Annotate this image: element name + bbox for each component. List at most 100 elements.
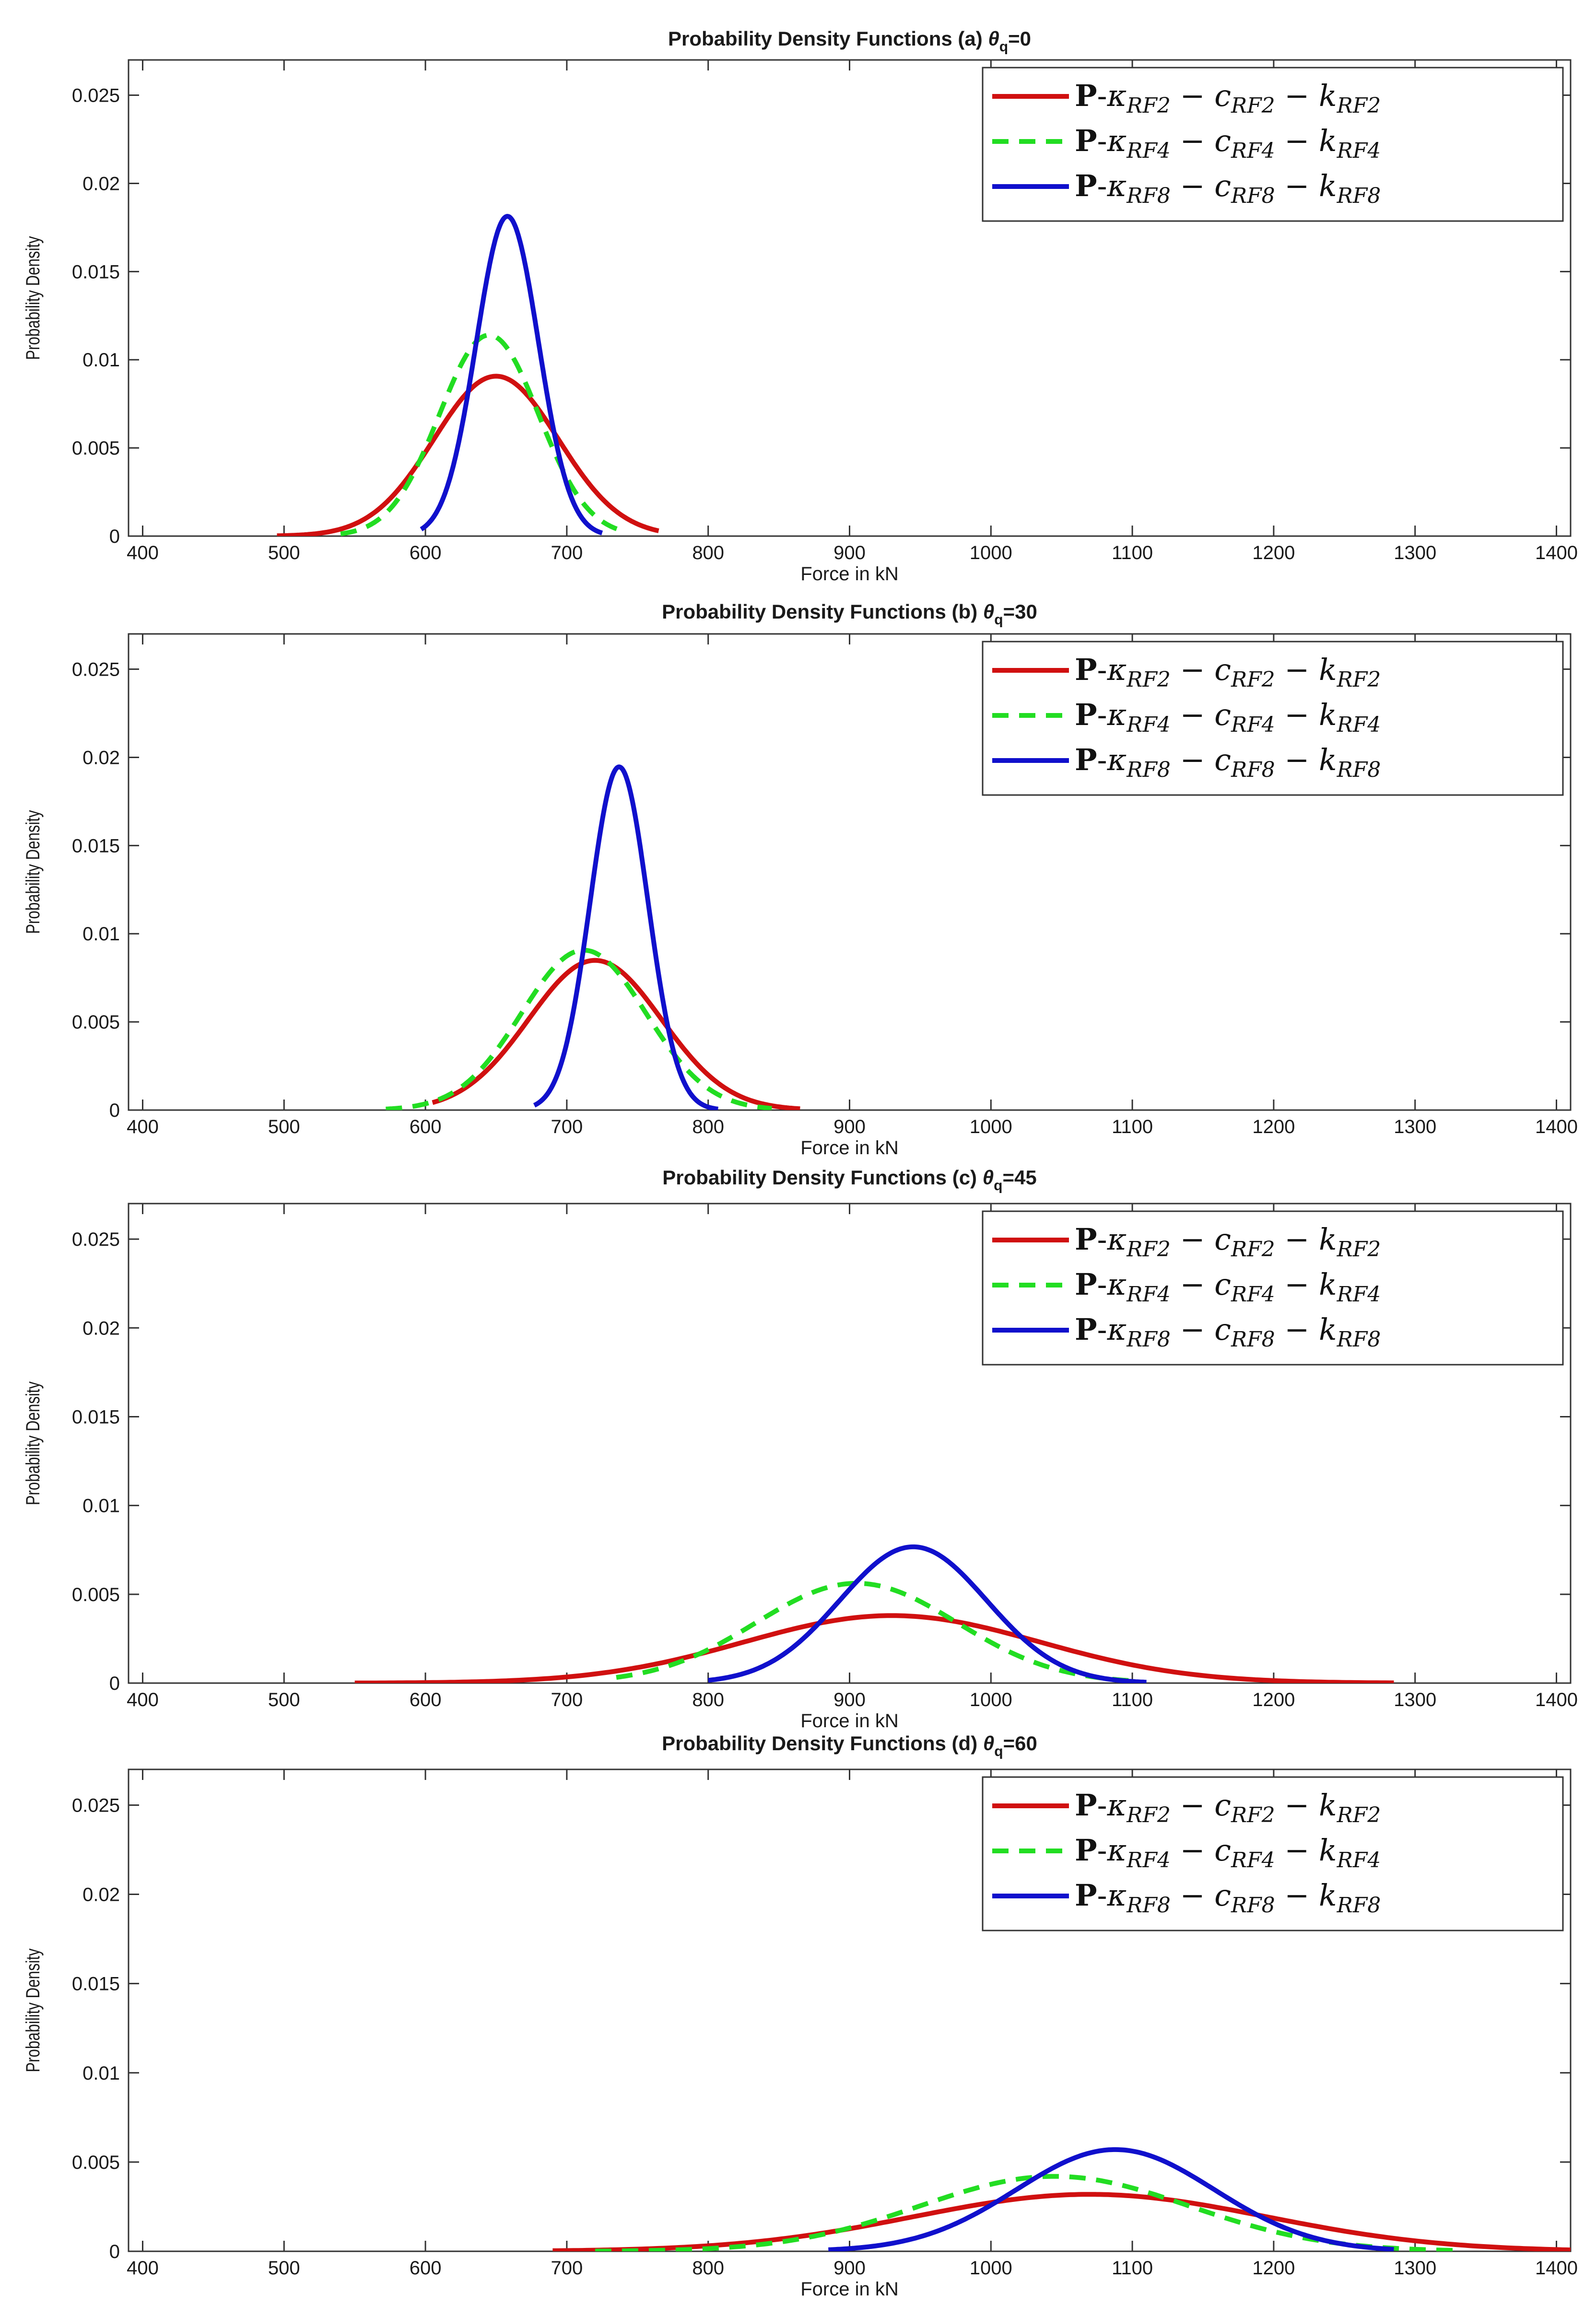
x-tick-label: 900 <box>833 1116 866 1137</box>
y-tick-label: 0.015 <box>72 835 120 856</box>
x-tick-label: 1100 <box>1112 2258 1153 2279</box>
legend-box <box>982 67 1564 222</box>
y-axis-label: Probability Density <box>22 1948 44 2072</box>
series-line-rf8 <box>533 764 718 1110</box>
y-tick-label: 0.005 <box>72 438 120 459</box>
x-axis-label: Force in kN <box>800 2279 899 2300</box>
chart-title: Probability Density Functions (b) θq=30 <box>662 600 1037 628</box>
x-tick-label: 700 <box>551 2258 583 2279</box>
y-tick-label: 0.005 <box>72 2152 120 2173</box>
x-tick-label: 1300 <box>1394 1689 1436 1710</box>
y-tick-label: 0.025 <box>72 1229 120 1250</box>
y-tick-label: 0.02 <box>82 747 120 768</box>
x-tick-label: 600 <box>410 2258 442 2279</box>
series-line-rf2 <box>552 2192 1571 2251</box>
x-tick-label: 900 <box>833 2258 866 2279</box>
theta-value: =30 <box>1003 600 1037 623</box>
y-tick-label: 0.005 <box>72 1012 120 1033</box>
series-line-rf8 <box>420 214 603 536</box>
x-tick-label: 1100 <box>1112 542 1153 563</box>
x-tick-label: 1200 <box>1252 542 1295 563</box>
series-line-rf8 <box>828 2147 1394 2251</box>
y-axis-label: Probability Density <box>22 1381 44 1505</box>
x-axis-label: Force in kN <box>800 1137 899 1158</box>
theta-subscript: q <box>994 1178 1002 1194</box>
y-tick-label: 0.015 <box>72 261 120 282</box>
series-line-rf8 <box>708 1544 1147 1683</box>
chart-panel-d: Probability Density Functions (d) θq=60 4… <box>22 1732 1578 2300</box>
x-tick-label: 500 <box>268 1116 300 1137</box>
series-line-rf4 <box>340 332 624 536</box>
y-tick-label: 0 <box>109 526 120 547</box>
y-tick-label: 0 <box>109 1100 120 1121</box>
y-tick-label: 0.01 <box>82 350 120 371</box>
y-tick-label: 0.025 <box>72 1795 120 1816</box>
y-axis-label: Probability Density <box>22 810 44 934</box>
legend-box <box>982 641 1564 796</box>
x-tick-label: 1200 <box>1252 1689 1295 1710</box>
chart-panel-a: Probability Density Functions (a) θq=0 40… <box>22 27 1578 585</box>
x-tick-label: 400 <box>127 542 159 563</box>
x-tick-label: 1300 <box>1394 2258 1436 2279</box>
y-tick-label: 0.02 <box>82 173 120 194</box>
x-tick-label: 500 <box>268 1689 300 1710</box>
chart-title-main: Probability Density Functions (a) <box>668 27 988 50</box>
chart-title: Probability Density Functions (d) θq=60 <box>662 1732 1037 1759</box>
theta-value: =60 <box>1003 1732 1037 1755</box>
x-tick-label: 1400 <box>1535 2258 1578 2279</box>
x-tick-label: 500 <box>268 2258 300 2279</box>
theta-symbol: θ <box>988 27 999 50</box>
chart-title: Probability Density Functions (a) θq=0 <box>668 27 1031 55</box>
theta-subscript: q <box>994 612 1003 628</box>
x-tick-label: 700 <box>551 1689 583 1710</box>
theta-value: =45 <box>1002 1166 1036 1189</box>
x-tick-label: 1200 <box>1252 1116 1295 1137</box>
x-tick-label: 1300 <box>1394 542 1436 563</box>
theta-subscript: q <box>994 1744 1003 1759</box>
legend-box <box>982 1776 1564 1931</box>
y-tick-label: 0 <box>109 2241 120 2262</box>
series-line-rf4 <box>386 948 772 1110</box>
x-tick-label: 900 <box>833 1689 866 1710</box>
x-tick-label: 400 <box>127 1116 159 1137</box>
chart-panel-b: Probability Density Functions (b) θq=30 4… <box>22 600 1578 1158</box>
theta-symbol: θ <box>983 600 994 623</box>
x-tick-label: 900 <box>833 542 866 563</box>
theta-symbol: θ <box>983 1732 994 1755</box>
series-line-rf4 <box>616 1580 1133 1683</box>
y-tick-label: 0.005 <box>72 1584 120 1605</box>
x-tick-label: 400 <box>127 2258 159 2279</box>
theta-subscript: q <box>999 39 1008 55</box>
x-tick-label: 1400 <box>1535 542 1578 563</box>
x-tick-label: 600 <box>410 542 442 563</box>
x-tick-label: 600 <box>410 1116 442 1137</box>
x-tick-label: 600 <box>410 1689 442 1710</box>
y-tick-label: 0.015 <box>72 1974 120 1995</box>
y-tick-label: 0.02 <box>82 1318 120 1339</box>
y-axis-label: Probability Density <box>22 236 44 360</box>
y-tick-label: 0.015 <box>72 1406 120 1428</box>
chart-panel-c: Probability Density Functions (c) θq=45 4… <box>22 1166 1578 1732</box>
chart-title-main: Probability Density Functions (b) <box>662 600 983 623</box>
x-tick-label: 1000 <box>970 1689 1012 1710</box>
x-tick-label: 500 <box>268 542 300 563</box>
y-tick-label: 0.01 <box>82 2063 120 2084</box>
x-tick-label: 1000 <box>970 542 1012 563</box>
x-tick-label: 1300 <box>1394 1116 1436 1137</box>
x-tick-label: 1000 <box>970 1116 1012 1137</box>
y-tick-label: 0.01 <box>82 924 120 945</box>
x-tick-label: 1400 <box>1535 1116 1578 1137</box>
